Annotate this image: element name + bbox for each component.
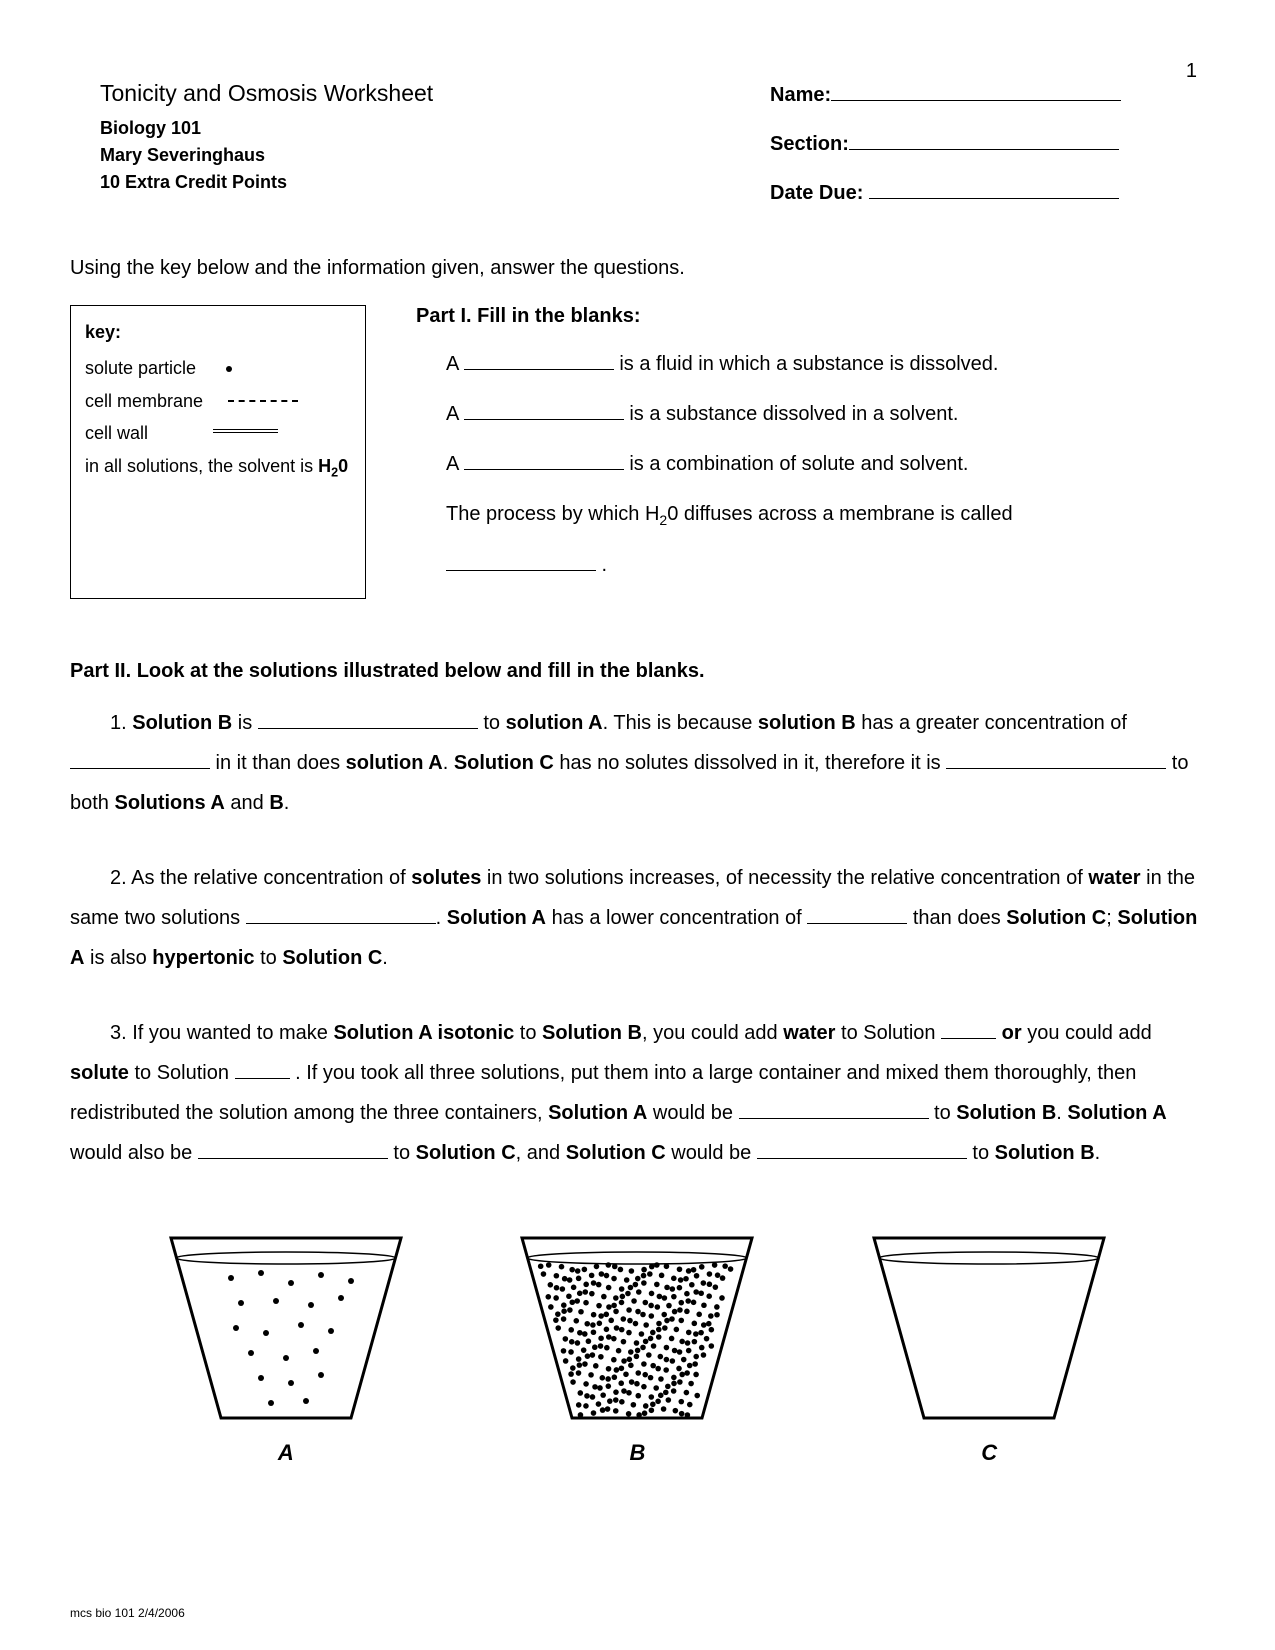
part2-q2: 2. As the relative concentration of solu… bbox=[70, 858, 1205, 978]
beaker-b-label: B bbox=[512, 1440, 762, 1466]
part1-heading: Part I. Fill in the blanks: bbox=[416, 305, 1205, 328]
page-number: 1 bbox=[1186, 60, 1197, 83]
blank[interactable] bbox=[807, 923, 907, 924]
part2-q3: 3. If you wanted to make Solution A isot… bbox=[70, 1013, 1205, 1173]
dot-icon bbox=[226, 366, 232, 372]
key-solvent: in all solutions, the solvent is H20 bbox=[85, 450, 351, 484]
blank[interactable] bbox=[946, 768, 1166, 769]
blank[interactable] bbox=[941, 1038, 996, 1039]
blank[interactable] bbox=[258, 728, 478, 729]
key-title: key: bbox=[85, 316, 351, 348]
section-field: Section: bbox=[770, 129, 1205, 156]
name-field: Name: bbox=[770, 80, 1205, 107]
beakers: A B C bbox=[70, 1233, 1205, 1466]
blank[interactable] bbox=[464, 369, 614, 370]
part1-q3: A is a combination of solute and solvent… bbox=[416, 448, 1205, 480]
footer: mcs bio 101 2/4/2006 bbox=[70, 1606, 185, 1620]
key-solute: solute particle bbox=[85, 352, 351, 384]
beaker-b-wrap: B bbox=[512, 1233, 762, 1466]
header-right: Name: Section: Date Due: bbox=[770, 80, 1205, 227]
beaker-c-label: C bbox=[864, 1440, 1114, 1466]
header: Tonicity and Osmosis Worksheet Biology 1… bbox=[70, 80, 1205, 227]
beaker-a-label: A bbox=[161, 1440, 411, 1466]
beaker-c-icon bbox=[864, 1233, 1114, 1423]
name-label: Name: bbox=[770, 84, 831, 106]
blank[interactable] bbox=[198, 1158, 388, 1159]
key-membrane: cell membrane bbox=[85, 385, 351, 417]
blank[interactable] bbox=[464, 469, 624, 470]
instructor: Mary Severinghaus bbox=[100, 142, 433, 169]
double-line-icon bbox=[213, 429, 278, 437]
worksheet-page: 1 Tonicity and Osmosis Worksheet Biology… bbox=[0, 0, 1275, 1650]
part1-q4: The process by which H20 diffuses across… bbox=[416, 498, 1205, 531]
part1-q2: A is a substance dissolved in a solvent. bbox=[416, 398, 1205, 430]
blank[interactable] bbox=[739, 1118, 929, 1119]
part2-q1: 1. Solution B is to solution A. This is … bbox=[70, 703, 1205, 823]
dashed-icon bbox=[228, 400, 298, 402]
blank[interactable] bbox=[757, 1158, 967, 1159]
beaker-a-wrap: A bbox=[161, 1233, 411, 1466]
blank[interactable] bbox=[70, 768, 210, 769]
blank[interactable] bbox=[246, 923, 436, 924]
key-box: key: solute particle cell membrane cell … bbox=[70, 305, 366, 599]
date-field: Date Due: bbox=[770, 178, 1205, 205]
worksheet-title: Tonicity and Osmosis Worksheet bbox=[100, 80, 433, 107]
section-blank[interactable] bbox=[849, 129, 1119, 150]
part1-q4-blank: . bbox=[416, 549, 1205, 581]
blank[interactable] bbox=[235, 1078, 290, 1079]
part2-heading: Part II. Look at the solutions illustrat… bbox=[70, 659, 1205, 683]
course: Biology 101 bbox=[100, 115, 433, 142]
date-label: Date Due: bbox=[770, 182, 863, 204]
content-row: key: solute particle cell membrane cell … bbox=[70, 305, 1205, 599]
credit: 10 Extra Credit Points bbox=[100, 169, 433, 196]
key-wall: cell wall bbox=[85, 417, 351, 449]
name-blank[interactable] bbox=[831, 80, 1121, 101]
beaker-b-icon bbox=[512, 1233, 762, 1423]
part2: Part II. Look at the solutions illustrat… bbox=[70, 659, 1205, 1173]
date-blank[interactable] bbox=[869, 178, 1119, 199]
beaker-a-icon bbox=[161, 1233, 411, 1423]
beaker-c-wrap: C bbox=[864, 1233, 1114, 1466]
instructions: Using the key below and the information … bbox=[70, 257, 1205, 280]
blank[interactable] bbox=[464, 419, 624, 420]
part1-q1: A is a fluid in which a substance is dis… bbox=[416, 348, 1205, 380]
blank[interactable] bbox=[446, 570, 596, 571]
header-left: Tonicity and Osmosis Worksheet Biology 1… bbox=[70, 80, 433, 227]
part1: Part I. Fill in the blanks: A is a fluid… bbox=[416, 305, 1205, 599]
section-label: Section: bbox=[770, 133, 849, 155]
